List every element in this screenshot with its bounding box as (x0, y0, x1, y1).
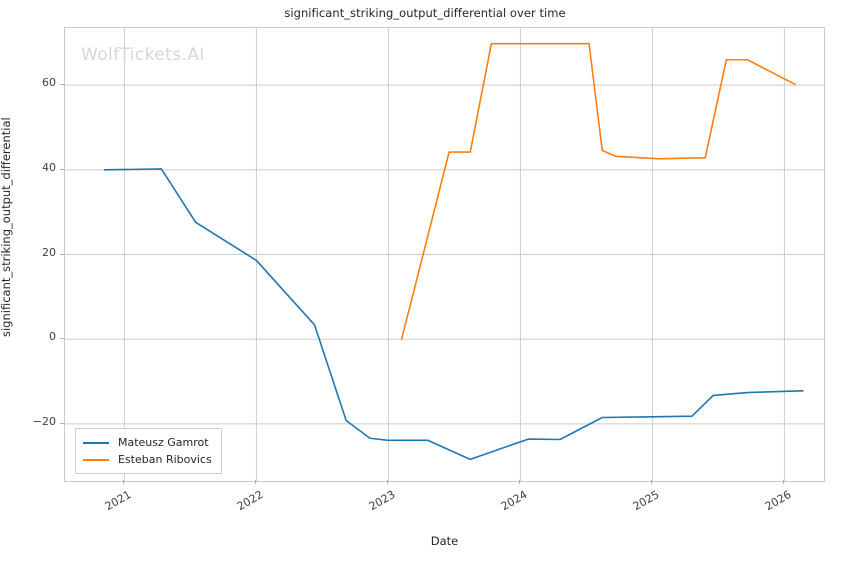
y-tick-mark (60, 253, 64, 255)
x-tick-mark (255, 480, 257, 484)
x-tick-label: 2024 (499, 488, 530, 514)
x-tick-mark (387, 480, 389, 484)
legend-swatch-0 (83, 441, 109, 444)
y-axis-label: significant_striking_output_differential (0, 117, 13, 338)
y-tick-label: 0 (49, 330, 56, 344)
series-line-0 (103, 168, 804, 461)
x-axis-label: Date (430, 534, 459, 548)
y-tick-mark (60, 168, 64, 170)
plot-svg (65, 28, 824, 481)
y-tick-label: 60 (42, 76, 56, 90)
x-tick-label: 2026 (763, 488, 794, 514)
legend-item-0[interactable]: Mateusz Gamrot (83, 434, 212, 451)
legend-label-0: Mateusz Gamrot (118, 436, 209, 449)
legend-label-1: Esteban Ribovics (118, 453, 212, 466)
series-lines (103, 42, 804, 461)
x-tick-mark (651, 480, 653, 484)
plot-area: WolfTickets.AI Mateusz Gamrot Esteban Rib… (64, 27, 825, 482)
y-tick-mark (60, 422, 64, 424)
y-tick-label: 40 (42, 160, 56, 174)
x-tick-label: 2022 (235, 488, 266, 514)
gridlines (65, 28, 824, 481)
chart-title: significant_striking_output_differential… (284, 6, 566, 20)
x-tick-mark (783, 480, 785, 484)
x-tick-label: 2023 (367, 488, 398, 514)
x-tick-label: 2021 (103, 488, 134, 514)
x-tick-mark (519, 480, 521, 484)
y-tick-label: −20 (32, 414, 56, 428)
legend-swatch-1 (83, 458, 109, 461)
y-tick-mark (60, 338, 64, 340)
y-tick-mark (60, 84, 64, 86)
chart-legend: Mateusz Gamrot Esteban Ribovics (75, 428, 222, 474)
x-tick-label: 2025 (631, 488, 662, 514)
y-tick-label: 20 (42, 245, 56, 259)
legend-item-1[interactable]: Esteban Ribovics (83, 451, 212, 468)
series-line-1 (400, 42, 796, 340)
x-tick-mark (123, 480, 125, 484)
